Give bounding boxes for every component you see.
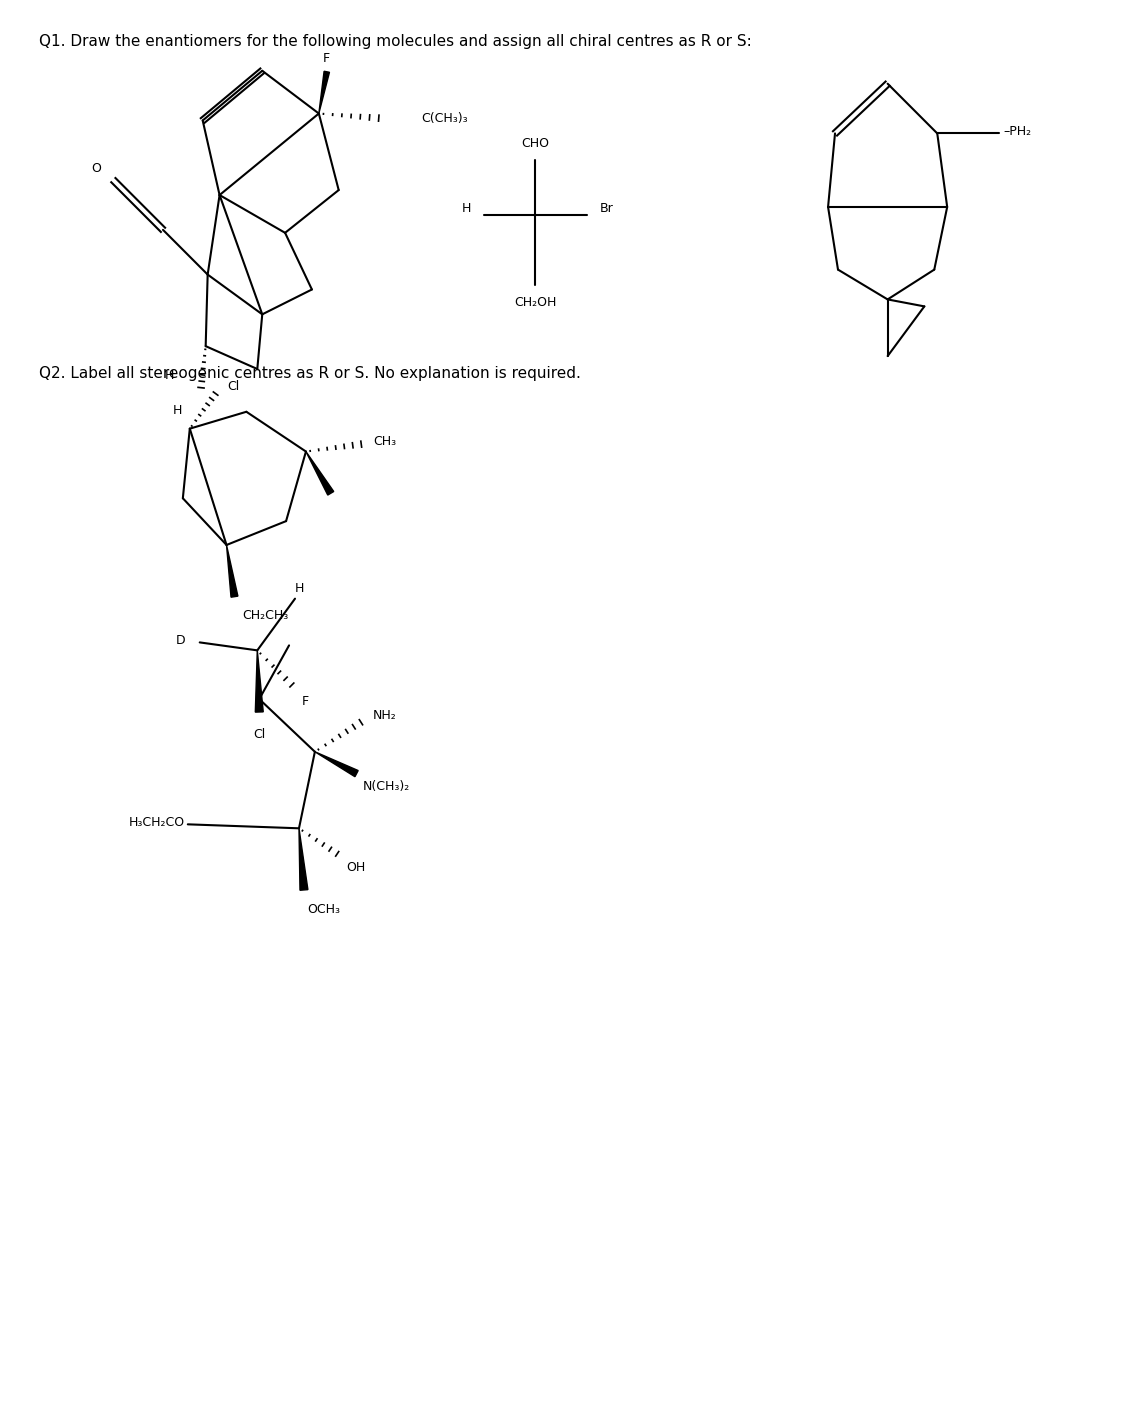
Text: H₃CH₂CO: H₃CH₂CO [128, 816, 185, 829]
Text: O: O [92, 162, 101, 175]
Polygon shape [306, 452, 333, 495]
Text: Br: Br [600, 202, 613, 216]
Text: Cl: Cl [228, 381, 239, 394]
Text: OH: OH [347, 862, 366, 875]
Polygon shape [319, 71, 330, 114]
Text: H: H [462, 202, 471, 216]
Text: N(CH₃)₂: N(CH₃)₂ [363, 779, 409, 792]
Text: OCH₃: OCH₃ [307, 903, 340, 916]
Polygon shape [299, 828, 308, 890]
Text: H: H [295, 582, 304, 596]
Text: D: D [176, 634, 186, 647]
Polygon shape [227, 545, 238, 597]
Text: H: H [174, 404, 183, 417]
Text: Q1. Draw the enantiomers for the following molecules and assign all chiral centr: Q1. Draw the enantiomers for the followi… [39, 34, 752, 48]
Text: C(CH₃)₃: C(CH₃)₃ [421, 112, 467, 125]
Text: F: F [302, 695, 310, 708]
Polygon shape [255, 650, 263, 712]
Text: CH₂CH₃: CH₂CH₃ [243, 609, 289, 621]
Text: Cl: Cl [253, 728, 265, 741]
Text: –PH₂: –PH₂ [1004, 125, 1032, 138]
Text: H: H [164, 370, 174, 383]
Text: CHO: CHO [522, 137, 549, 149]
Text: CH₃: CH₃ [373, 435, 397, 448]
Text: NH₂: NH₂ [372, 710, 396, 722]
Text: Q2. Label all stereogenic centres as R or S. No explanation is required.: Q2. Label all stereogenic centres as R o… [39, 365, 581, 381]
Text: CH₂OH: CH₂OH [514, 296, 557, 309]
Text: F: F [323, 53, 330, 65]
Polygon shape [315, 752, 358, 776]
